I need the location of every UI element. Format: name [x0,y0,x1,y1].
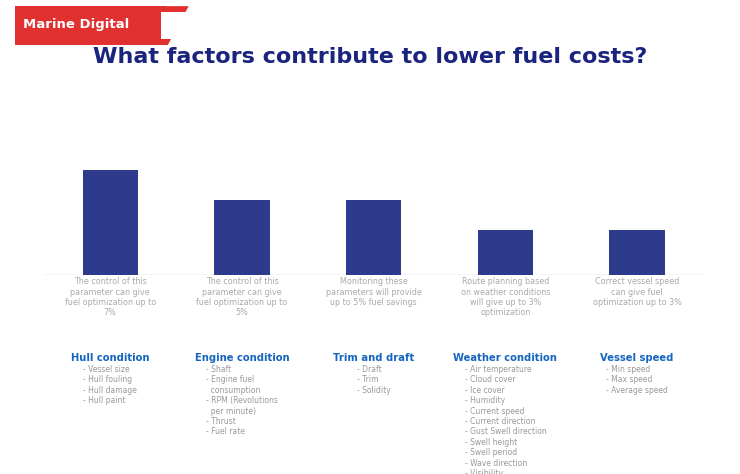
Text: Trim and draft: Trim and draft [333,353,414,363]
Text: - Min speed
- Max speed
- Average speed: - Min speed - Max speed - Average speed [606,365,668,395]
FancyBboxPatch shape [15,6,166,45]
Text: Engine condition: Engine condition [195,353,289,363]
Text: Correct vessel speed
can give fuel
optimization up to 3%: Correct vessel speed can give fuel optim… [593,277,682,307]
Text: - Air temperature
- Cloud cover
- Ice cover
- Humidity
- Current speed
- Current: - Air temperature - Cloud cover - Ice co… [465,365,546,474]
Text: Weather condition: Weather condition [454,353,557,363]
Bar [215,200,269,275]
Text: Vessel speed: Vessel speed [600,353,674,363]
Text: Monitoring these
parameters will provide
up to 5% fuel savings: Monitoring these parameters will provide… [326,277,422,307]
Text: - Vessel size
- Hull fouling
- Hull damage
- Hull paint: - Vessel size - Hull fouling - Hull dama… [84,365,137,405]
Bar [478,230,533,275]
Text: Marine Digital: Marine Digital [24,18,130,31]
Polygon shape [161,12,190,39]
Bar [346,200,401,275]
Polygon shape [15,6,189,45]
Bar [83,170,138,275]
Text: Hull condition: Hull condition [71,353,149,363]
Text: What factors contribute to lower fuel costs?: What factors contribute to lower fuel co… [92,47,648,67]
Text: The control of this
parameter can give
fuel optimization up to
7%: The control of this parameter can give f… [64,277,156,318]
Text: - Draft
- Trim
- Solidity: - Draft - Trim - Solidity [357,365,391,395]
Text: Route planning based
on weather conditions
will give up to 3%
optimization: Route planning based on weather conditio… [461,277,550,318]
Text: - Shaft
- Engine fuel
  consumption
- RPM (Revolutions
  per minute)
- Thrust
- : - Shaft - Engine fuel consumption - RPM … [206,365,278,437]
Text: The control of this
parameter can give
fuel optimization up to
5%: The control of this parameter can give f… [196,277,288,318]
Bar [610,230,665,275]
